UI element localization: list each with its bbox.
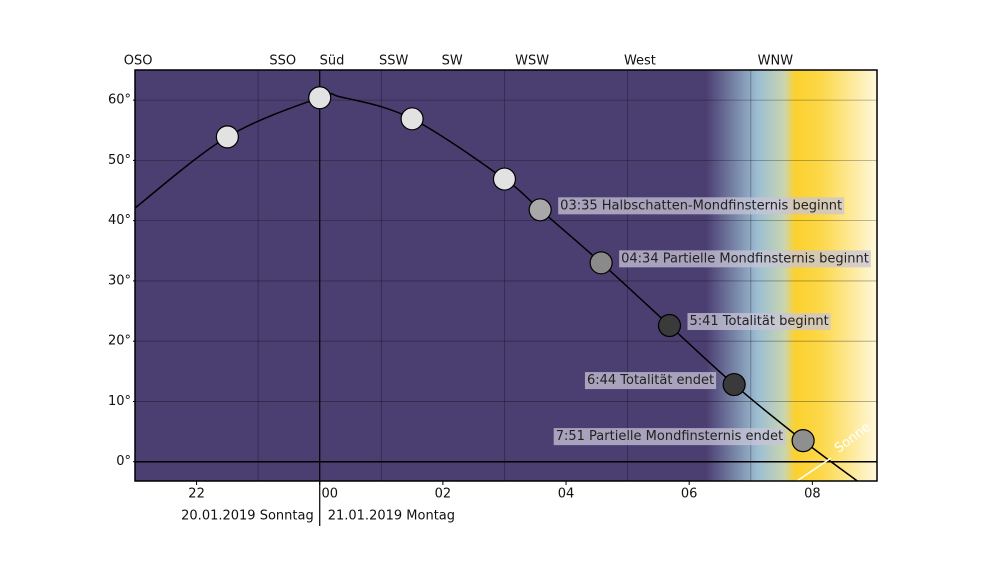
annotation-bg <box>558 197 845 215</box>
plot-frame <box>134 69 878 482</box>
moon-marker <box>215 125 239 149</box>
moon-marker <box>308 86 332 110</box>
annotation: 6:44 Totalität endet <box>587 373 714 388</box>
moon-marker <box>400 107 424 131</box>
y-tick-label: 10° <box>108 394 131 409</box>
y-tick-label: 30° <box>108 273 131 288</box>
date-label: 20.01.2019 Sonntag <box>181 509 314 524</box>
x-tick-label: 02 <box>435 487 452 502</box>
annotation-bg <box>584 372 717 390</box>
x-tick-label: 08 <box>804 487 821 502</box>
compass-label: SW <box>442 54 463 69</box>
compass-label: WSW <box>515 54 549 69</box>
moon-marker <box>492 167 517 191</box>
annotation: 7:51 Partielle Mondfinsternis endet <box>556 429 783 444</box>
y-tick-label: 60° <box>108 93 131 108</box>
sun-line <box>796 457 832 481</box>
compass-label: SSO <box>269 54 296 69</box>
x-tick-label: 04 <box>558 487 575 502</box>
x-tick-label: 06 <box>681 487 698 502</box>
annotation: 03:35 Halbschatten-Mondfinsternis beginn… <box>560 198 842 213</box>
moon-marker <box>722 372 746 397</box>
annotation-bg <box>553 428 786 446</box>
compass-label: WNW <box>758 54 794 69</box>
x-tick-label: 22 <box>188 487 205 502</box>
y-tick-label: 0° <box>116 454 131 469</box>
x-tick-label: 00 <box>321 487 338 502</box>
moon-marker <box>657 313 682 338</box>
annotation-bg <box>619 250 871 268</box>
date-label: 21.01.2019 Montag <box>328 509 455 524</box>
compass-label: SSW <box>379 54 409 69</box>
compass-label: West <box>624 54 656 69</box>
compass-label: OSO <box>124 54 153 69</box>
annotation: 5:41 Totalität beginnt <box>689 314 828 329</box>
y-tick-label: 20° <box>108 334 131 349</box>
compass-label: Süd <box>320 54 345 69</box>
plot-background <box>135 70 877 481</box>
moon-marker <box>528 198 552 222</box>
annotation-bg <box>687 313 831 331</box>
moon-marker <box>791 429 815 453</box>
y-tick-label: 40° <box>108 213 131 228</box>
y-tick-label: 50° <box>108 153 131 168</box>
moon-marker <box>589 251 613 275</box>
annotation: 04:34 Partielle Mondfinsternis beginnt <box>621 251 869 266</box>
